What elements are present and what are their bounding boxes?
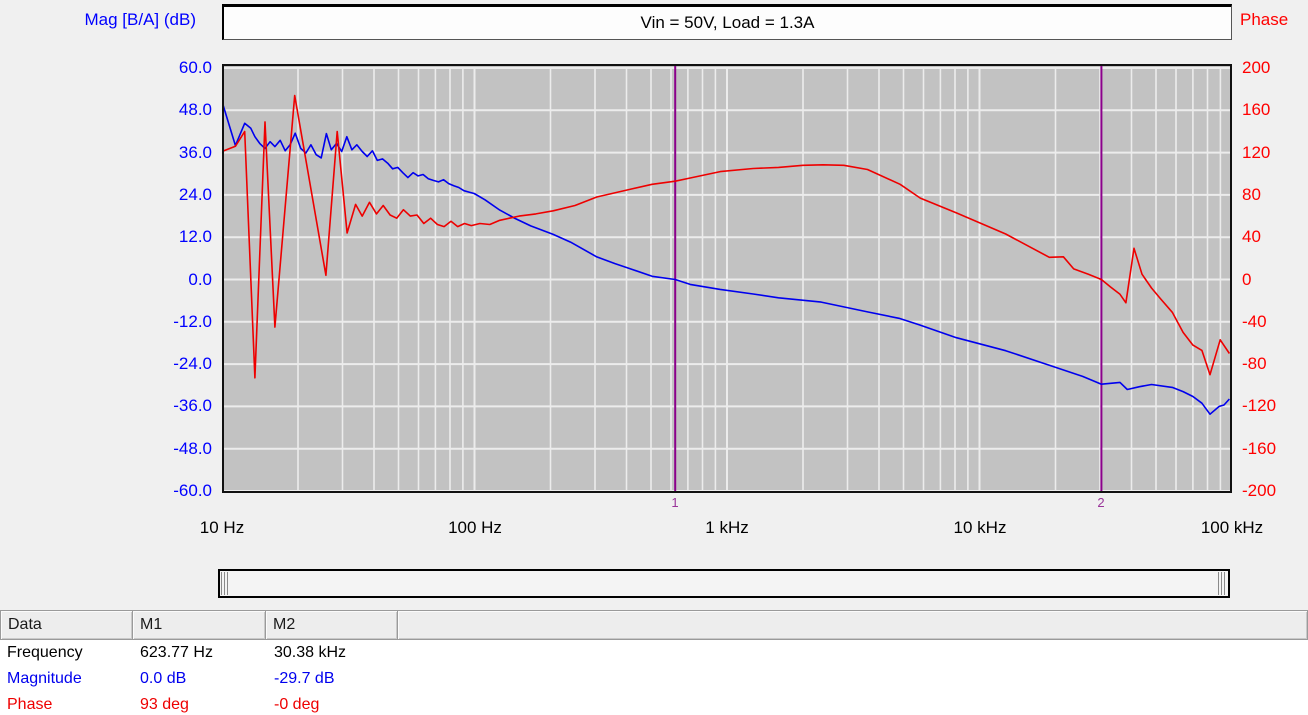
table-header-row: Data M1 M2 [0, 610, 1308, 640]
phase-curve [222, 94, 1231, 379]
marker-1-label[interactable]: 1 [671, 495, 679, 510]
y-left-tick: -36.0 [173, 396, 212, 415]
plot-svg[interactable] [222, 64, 1232, 493]
row-filler [400, 640, 1308, 666]
row-filler [400, 692, 1308, 715]
x-tick: 10 Hz [199, 518, 245, 537]
m2-value: -0 deg [274, 696, 320, 713]
table-header-m1: M1 [132, 610, 266, 640]
y-left-tick: -60.0 [173, 481, 212, 500]
y-left-tick: -24.0 [173, 354, 212, 373]
y-left-tick: 24.0 [178, 185, 212, 204]
table-row-phase: Phase 93 deg -0 deg [0, 692, 1308, 715]
table-row-magnitude: Magnitude 0.0 dB -29.7 dB [0, 666, 1308, 692]
y-right-tick: 0 [1242, 270, 1252, 289]
m1-value: 93 deg [140, 696, 189, 713]
m1-value: 0.0 dB [140, 670, 187, 687]
y-right-tick: 120 [1242, 143, 1271, 162]
scrollbar-right-handle[interactable] [1218, 572, 1227, 595]
phase-axis-title: Phase [1240, 10, 1289, 29]
marker-data-table: Data M1 M2 Frequency 623.77 Hz 30.38 kHz… [0, 610, 1308, 715]
scrollbar-left-handle[interactable] [221, 572, 230, 595]
x-tick: 10 kHz [953, 518, 1007, 537]
y-right-tick: -40 [1242, 312, 1267, 331]
y-right-tick: -80 [1242, 354, 1267, 373]
y-left-tick: -48.0 [173, 439, 212, 458]
y-left-tick: 0.0 [188, 270, 212, 289]
table-header-empty [397, 610, 1308, 640]
m2-value: -29.7 dB [274, 670, 335, 687]
y-left-tick: 48.0 [178, 100, 212, 119]
row-label: Frequency [7, 644, 83, 661]
y-right-tick: 200 [1242, 58, 1271, 77]
y-right-tick: -160 [1242, 439, 1277, 458]
x-tick: 100 Hz [448, 518, 502, 537]
row-label: Phase [7, 696, 53, 713]
y-left-tick: 12.0 [178, 227, 212, 246]
table-body: Frequency 623.77 Hz 30.38 kHz Magnitude … [0, 640, 1308, 715]
bode-plot-area[interactable] [222, 64, 1232, 493]
mag-axis-title: Mag [B/A] (dB) [84, 10, 196, 29]
plot-title-box: Vin = 50V, Load = 1.3A [222, 4, 1232, 40]
row-label: Magnitude [7, 670, 82, 687]
plot-title: Vin = 50V, Load = 1.3A [640, 13, 815, 32]
y-right-tick: 40 [1242, 227, 1261, 246]
zoom-scrollbar[interactable] [218, 569, 1230, 598]
y-right-tick: -120 [1242, 396, 1277, 415]
x-tick: 100 kHz [1200, 518, 1264, 537]
table-header-data: Data [0, 610, 133, 640]
y-right-tick: 160 [1242, 100, 1271, 119]
x-tick: 1 kHz [705, 518, 749, 537]
y-right-tick: -200 [1242, 481, 1277, 500]
row-filler [400, 666, 1308, 692]
marker-2-label[interactable]: 2 [1097, 495, 1105, 510]
m1-value: 623.77 Hz [140, 644, 213, 661]
m2-value: 30.38 kHz [274, 644, 347, 661]
y-left-tick: -12.0 [173, 312, 212, 331]
table-row-frequency: Frequency 623.77 Hz 30.38 kHz [0, 640, 1308, 666]
plot-border [222, 64, 1232, 493]
y-right-tick: 80 [1242, 185, 1261, 204]
y-left-tick: 36.0 [178, 143, 212, 162]
y-left-tick: 60.0 [178, 58, 212, 77]
table-header-m2: M2 [265, 610, 398, 640]
